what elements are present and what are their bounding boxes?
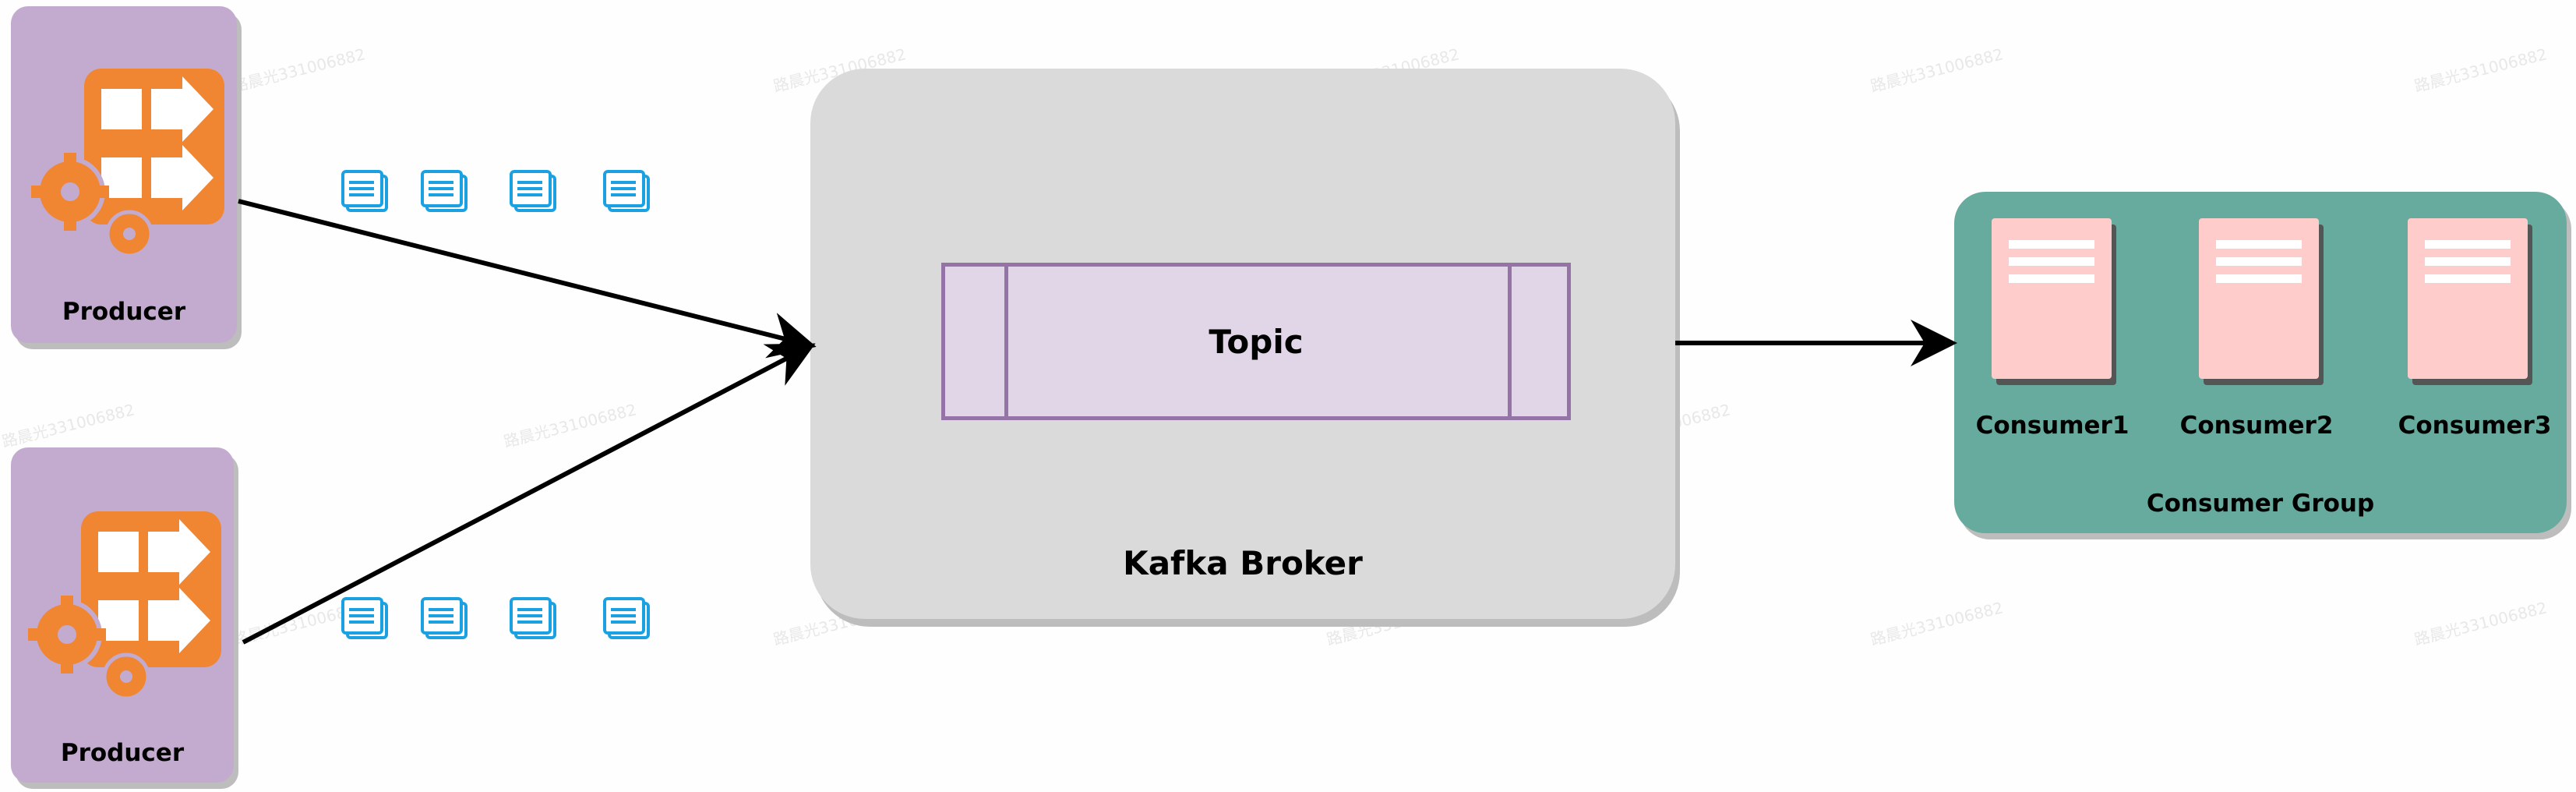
server-line — [2216, 274, 2302, 283]
producer-node-1[interactable]: Producer — [11, 6, 237, 343]
server-line — [2216, 257, 2302, 266]
topic-divider-right — [1508, 267, 1512, 416]
server-line — [2009, 274, 2094, 283]
workflow-gears-icon — [31, 69, 224, 256]
server-line — [2009, 257, 2094, 266]
message-document-icon — [603, 597, 650, 639]
topic-label: Topic — [1209, 323, 1304, 361]
consumer-label: Consumer2 — [2179, 412, 2334, 440]
message-document-icon — [341, 597, 388, 639]
message-document-icon — [603, 170, 650, 212]
message-document-icon — [510, 597, 556, 639]
topic-divider-left — [1004, 267, 1008, 416]
arrow-producer1-to-broker — [238, 199, 817, 359]
message-document-icon — [421, 170, 468, 212]
message-document-icon — [510, 170, 556, 212]
message-document-icon — [421, 597, 468, 639]
server-line — [2425, 257, 2511, 266]
consumer-group-node[interactable]: Consumer1 Consumer2 Consumer3 Consumer G… — [1954, 192, 2567, 533]
producer-node-2[interactable]: Producer — [11, 447, 234, 783]
server-line — [2009, 240, 2094, 249]
server-line — [2425, 240, 2511, 249]
topic-node[interactable]: Topic — [941, 263, 1571, 420]
message-document-icon — [341, 170, 388, 212]
producer-label: Producer — [60, 739, 185, 767]
consumer-server-icon-1[interactable] — [1992, 218, 2112, 379]
consumer-label: Consumer3 — [2398, 412, 2552, 440]
consumer-server-icon-2[interactable] — [2199, 218, 2319, 379]
broker-label: Kafka Broker — [1123, 544, 1363, 582]
consumer-label: Consumer1 — [1975, 412, 2130, 440]
consumer-group-label: Consumer Group — [2146, 490, 2375, 518]
arrow-producer2-to-broker — [242, 343, 816, 645]
server-line — [2425, 274, 2511, 283]
producer-label: Producer — [62, 298, 186, 326]
workflow-gears-icon — [28, 511, 221, 698]
server-line — [2216, 240, 2302, 249]
consumer-server-icon-3[interactable] — [2408, 218, 2528, 379]
